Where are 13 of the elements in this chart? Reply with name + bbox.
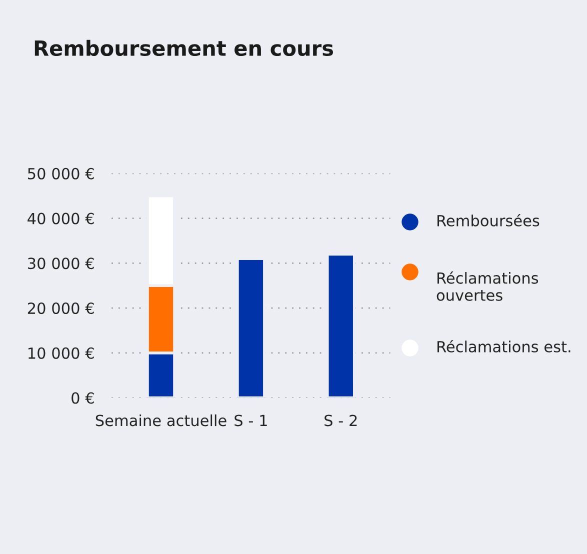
y-tick-label: 20 000 €	[28, 302, 94, 314]
y-tick-label: 10 000 €	[28, 347, 94, 359]
y-tick-label: 50 000 €	[28, 168, 94, 180]
y-tick-label: 30 000 €	[28, 258, 94, 270]
legend-label: Réclamations est.	[438, 340, 570, 352]
x-tick-label: S - 1	[234, 414, 267, 426]
y-tick-label: 0 €	[72, 392, 94, 404]
x-tick-label: Semaine actuelle	[96, 414, 226, 426]
legend-label: Remboursées	[438, 214, 540, 226]
chart-title: Remboursement en cours	[34, 40, 334, 56]
x-tick-label: S - 2	[324, 414, 357, 426]
y-tick-label: 40 000 €	[28, 212, 94, 224]
legend-label: Réclamations ouvertes	[436, 271, 538, 301]
